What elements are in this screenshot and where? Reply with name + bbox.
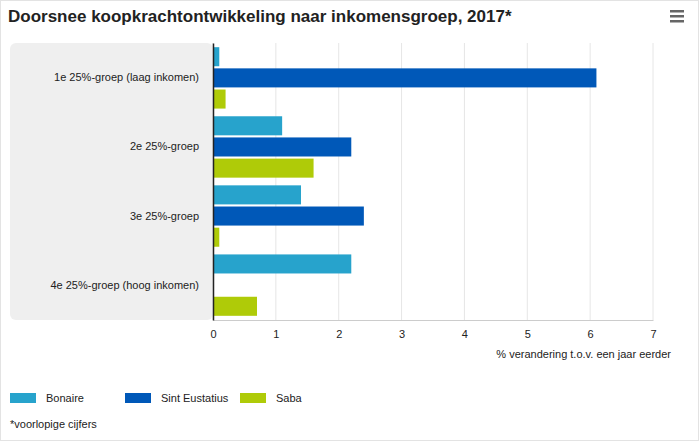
title: Doorsnee koopkrachtontwikkeling naar ink… <box>8 7 512 26</box>
bar <box>213 116 282 135</box>
x-tick: 4 <box>462 320 468 340</box>
legend-swatch <box>240 393 266 403</box>
y-tick: 1e 25%-groep (laag inkomen) <box>54 71 213 83</box>
bar <box>213 207 364 226</box>
grid-line <box>213 43 214 320</box>
legend-item[interactable]: Sint Eustatius <box>125 392 229 404</box>
legend-label: Bonaire <box>46 392 84 404</box>
y-tick: 3e 25%-groep <box>130 210 213 222</box>
bar <box>213 297 257 316</box>
legend-item[interactable]: Saba <box>240 392 303 404</box>
x-tick-label: 3 <box>399 328 405 340</box>
bar <box>213 137 351 156</box>
menu-line <box>670 10 684 13</box>
category-label: 3e 25%-groep <box>130 210 199 222</box>
x-tick-label: 0 <box>210 328 216 340</box>
x-tick: 5 <box>525 320 531 340</box>
x-tick-label: 2 <box>336 328 342 340</box>
category-label: 2e 25%-groep <box>130 140 199 152</box>
x-tick: 6 <box>588 320 594 340</box>
bar <box>213 185 301 204</box>
x-axis-line <box>214 320 654 321</box>
x-tick: 0 <box>210 320 216 340</box>
legend-item[interactable]: Bonaire <box>10 392 84 404</box>
x-tick: 2 <box>336 320 342 340</box>
note: *voorlopige cijfers <box>10 418 97 430</box>
bar <box>213 68 596 87</box>
bar <box>213 159 314 178</box>
legend-swatch <box>10 393 36 403</box>
legend: Bonaire Sint Eustatius Saba <box>10 392 303 404</box>
category-label: 1e 25%-groep (laag inkomen) <box>54 71 199 83</box>
y-axis-line <box>213 44 215 321</box>
category-panel <box>10 43 213 320</box>
frame <box>1 1 699 441</box>
x-tick-label: 6 <box>588 328 594 340</box>
menu-icon[interactable] <box>670 10 684 23</box>
x-tick: 3 <box>399 320 405 340</box>
x-axis: 0 1 2 3 4 5 6 7 <box>210 320 656 340</box>
x-tick-label: 4 <box>462 328 468 340</box>
y-axis: 1e 25%-groep (laag inkomen) 2e 25%-groep 3… <box>50 44 213 321</box>
x-tick-label: 7 <box>650 328 656 340</box>
plot: 0 1 2 3 4 5 6 7 1e 25%-groep (laag inkomen) 2e 25… <box>50 43 656 340</box>
bar <box>213 254 351 273</box>
legend-label: Sint Eustatius <box>161 392 229 404</box>
y-tick: 4e 25%-groep (hoog inkomen) <box>50 279 213 291</box>
category-label: 4e 25%-groep (hoog inkomen) <box>50 279 199 291</box>
bars <box>213 47 596 316</box>
x-tick-label: 5 <box>525 328 531 340</box>
grid-line <box>653 43 654 320</box>
grid <box>213 43 653 320</box>
menu-line <box>670 20 684 23</box>
bar <box>213 90 226 109</box>
x-tick: 7 <box>650 320 656 340</box>
legend-swatch <box>125 393 151 403</box>
x-tick-label: 1 <box>273 328 279 340</box>
chart-svg: Doorsnee koopkrachtontwikkeling naar ink… <box>0 0 699 441</box>
x-tick: 1 <box>273 320 279 340</box>
menu-line <box>670 15 684 18</box>
x-axis-title: % verandering t.o.v. een jaar eerder <box>496 348 671 360</box>
legend-label: Saba <box>276 392 303 404</box>
y-tick: 2e 25%-groep <box>130 140 213 152</box>
